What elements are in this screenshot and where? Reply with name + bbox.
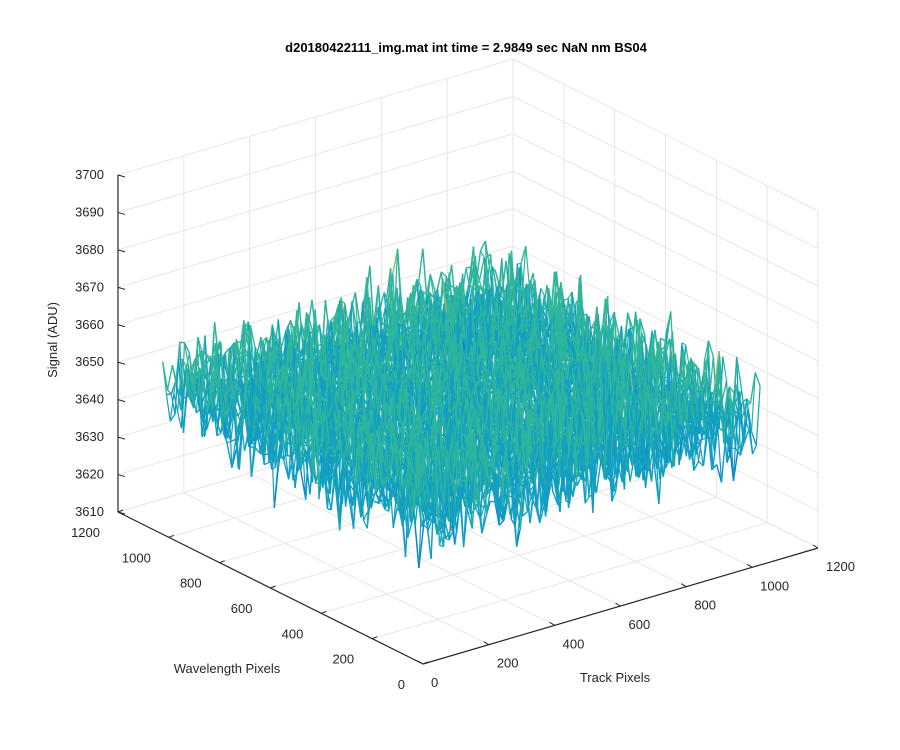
surface-mesh	[162, 240, 761, 568]
grid-line-xwall-z-6	[512, 170, 819, 324]
surface-segment-4922	[528, 485, 535, 492]
surface-segment-1473	[254, 447, 261, 454]
chart-title: d20180422111_img.mat int time = 2.9849 s…	[285, 40, 647, 55]
grid-line-xwall-z-4	[512, 245, 819, 399]
surface-segment-404	[440, 271, 447, 278]
surface-segment-263	[428, 291, 435, 299]
surface-segment-142	[179, 341, 185, 344]
surface-segment-1821	[263, 461, 270, 466]
surface-segment-4479	[728, 386, 735, 394]
surface-segment-63	[465, 266, 472, 269]
surface-segment-140	[169, 413, 176, 422]
surface-segment-66	[479, 240, 487, 252]
surface-segment-844	[226, 420, 232, 427]
surface-segment-4932	[576, 473, 583, 487]
surface-segment-4899	[750, 431, 757, 446]
surface-segment-3634	[660, 337, 666, 342]
grid-line-xwall-z-5	[512, 208, 819, 362]
surface-segment-4901	[427, 517, 434, 532]
surface-segment-4267	[707, 340, 714, 357]
grid-line-ywall-z-6	[117, 170, 514, 288]
surface-segment-3923	[384, 498, 391, 509]
grid-line-floor-y-3	[270, 471, 666, 589]
surface-segment-911	[215, 418, 222, 434]
surface-segment-1472	[250, 446, 256, 449]
surface-segment-3080	[325, 484, 332, 511]
surface-segment-381	[330, 315, 336, 322]
grid-line-xwall-z-7	[512, 133, 819, 287]
surface-segment-4362	[498, 519, 505, 526]
surface-segment-4784	[530, 496, 537, 508]
surface-segment-1537	[563, 297, 569, 302]
surface-segment-135	[478, 257, 485, 281]
surface-segment-1121	[226, 442, 233, 468]
grid-line-xwall-z-9	[512, 58, 819, 212]
surface-segment-4914	[490, 500, 496, 503]
surface-segment-4887	[693, 461, 700, 471]
surface-segment-280	[176, 359, 184, 412]
grid-line-ywall-z-5	[117, 208, 514, 326]
surface-segment-4888	[698, 460, 704, 467]
surface-segment-363	[243, 320, 250, 341]
grid-line-floor-y-2	[321, 496, 717, 614]
surface-segment-4936	[595, 458, 602, 494]
surface-segment-331	[422, 291, 429, 297]
surface-segment-3500	[347, 469, 355, 529]
surface-segment-163	[280, 331, 287, 350]
grid-line-xwall-z-8	[512, 95, 819, 249]
surface-segment-4765	[438, 519, 446, 546]
surface-segment-1	[166, 364, 174, 391]
surface-segment-4840	[466, 509, 473, 529]
grid-line-ywall-z-9	[117, 58, 514, 176]
surface-segment-4884	[679, 442, 685, 445]
grid-line-ywall-z-7	[117, 133, 514, 251]
grid-line-floor-y-1	[372, 522, 768, 640]
surface-segment-4713	[522, 511, 528, 517]
grid-line-ywall-z-8	[117, 95, 514, 213]
surface-segment-1191	[230, 438, 236, 443]
